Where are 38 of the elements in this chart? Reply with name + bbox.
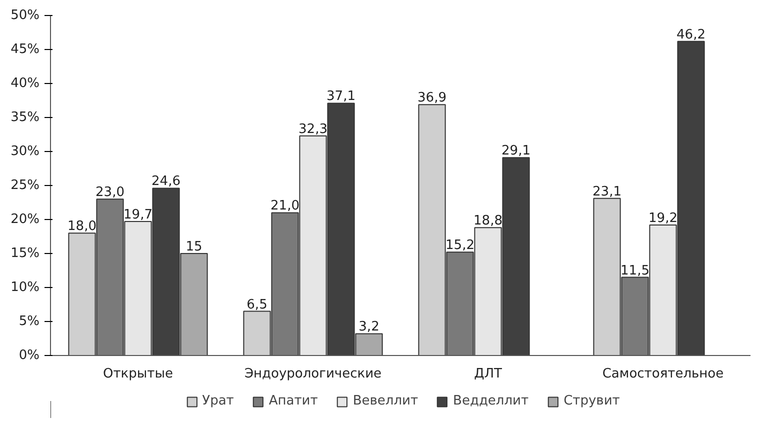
data-label: 37,1: [326, 89, 356, 104]
y-tick-label: 25%: [10, 178, 40, 193]
data-label: 18,0: [68, 219, 96, 234]
legend-label: Апатит: [268, 394, 318, 408]
data-label: 18,8: [474, 214, 502, 229]
x-tick-label: ДЛТ: [474, 366, 502, 382]
legend-label: Вевеллит: [352, 394, 418, 408]
y-tick-label: 10%: [10, 280, 40, 295]
y-tick-label: 35%: [10, 110, 40, 125]
legend-label: Ведделлит: [453, 394, 529, 408]
data-label: 19,2: [648, 210, 678, 226]
y-tick-label: 15%: [10, 246, 40, 261]
legend-label: Урат: [202, 394, 234, 408]
data-label: 21,0: [270, 198, 300, 214]
y-tick-label: 30%: [10, 144, 40, 159]
data-label: 15,2: [446, 238, 474, 254]
y-tick-label: 50%: [10, 8, 40, 23]
y-tick-label: 20%: [10, 212, 40, 227]
data-label: 15: [186, 240, 202, 254]
data-label: 11,5: [620, 263, 650, 278]
data-label: 36,9: [418, 90, 446, 106]
legend-label: Струвит: [564, 394, 620, 408]
y-tick-label: 0%: [18, 348, 40, 363]
data-label: 19,7: [124, 208, 152, 223]
data-label: 32,3: [298, 122, 328, 137]
data-label: 46,2: [676, 27, 706, 42]
data-label: 24,6: [152, 174, 180, 190]
data-label: 3,2: [358, 320, 380, 335]
y-tick-label: 40%: [10, 76, 40, 91]
data-label: 6,5: [246, 297, 268, 312]
data-label: 23,1: [592, 184, 622, 200]
data-label: 23,0: [96, 185, 124, 200]
y-tick-label: 5%: [18, 314, 40, 329]
x-tick-label: Самостоятельное: [602, 366, 724, 382]
x-tick-label: Открытые: [102, 366, 174, 382]
y-tick-label: 45%: [10, 42, 40, 57]
data-label: 29,1: [502, 144, 530, 159]
x-tick-label: Эндоурологические: [244, 366, 382, 382]
